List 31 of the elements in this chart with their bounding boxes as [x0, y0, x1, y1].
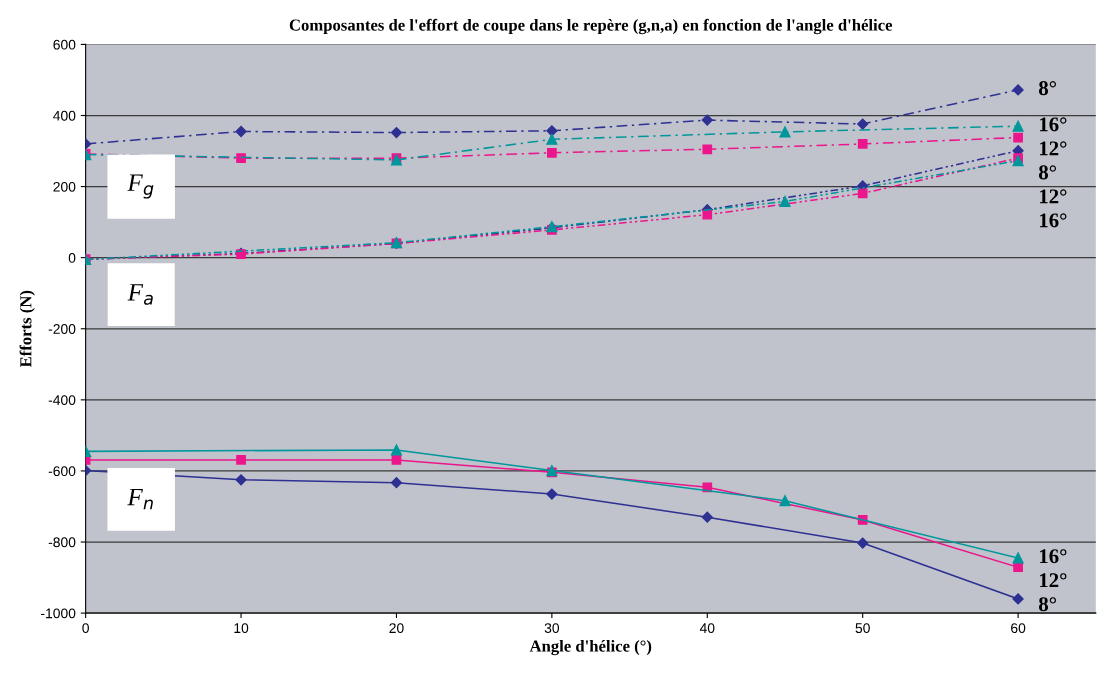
y-tick-label: -600	[48, 466, 76, 477]
y-tick-label: 0	[68, 253, 76, 263]
series-label: 16°	[1039, 549, 1067, 564]
x-tick-label: 10	[234, 623, 249, 634]
y-tick-label: -400	[48, 395, 76, 406]
annotation: F$_{a}$	[127, 284, 153, 305]
y-tick-label: 600	[53, 39, 76, 50]
annotation: F$_{g}$	[127, 174, 154, 199]
x-tick-label: 40	[699, 623, 715, 634]
series-label: 16°	[1039, 117, 1067, 132]
y-tick-label: -200	[48, 324, 76, 334]
y-tick-label: 200	[53, 181, 76, 192]
x-axis-title: Angle d'hélice (°)	[529, 639, 652, 656]
x-tick-label: 0	[82, 623, 89, 634]
y-tick-label: 400	[53, 110, 76, 121]
y-axis-title: Efforts (N)	[19, 290, 35, 368]
series-label: 8°	[1039, 81, 1057, 96]
series-label: 12°	[1039, 573, 1067, 588]
x-tick-label: 60	[1011, 623, 1026, 634]
y-tick-label: -1000	[41, 608, 76, 619]
series-label: 8°	[1039, 597, 1057, 612]
text: 16°	[1039, 213, 1067, 228]
series-label: 8°	[1039, 165, 1057, 180]
x-tick-label: 20	[389, 623, 404, 634]
annotation: F$_{n}$	[127, 488, 153, 510]
series-label: 12°	[1039, 141, 1067, 156]
series-label: 12°	[1039, 189, 1067, 204]
x-tick-label: 30	[544, 623, 560, 634]
y-tick-label: -800	[48, 537, 76, 548]
x-tick-label: 50	[855, 623, 870, 634]
chart-title: Composantes de l'effort de coupe dans le repère (g,n,a) en fonction de l'angle d'hélice	[289, 18, 893, 35]
